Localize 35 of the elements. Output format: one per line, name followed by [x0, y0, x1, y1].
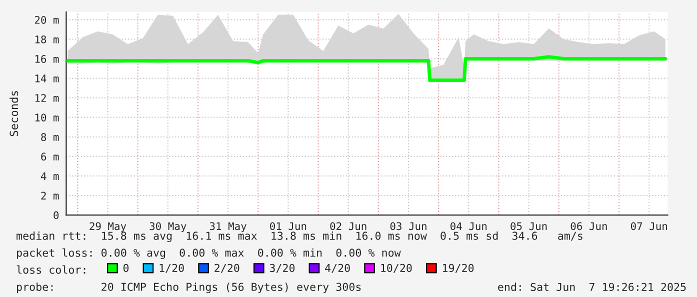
y-tick-label: 0 — [54, 211, 59, 220]
text: median rtt: 15.8 ms avg 16.1 ms max 13.8 ms min 16.0 ms now 0.5 ms sd 34.6 am/s — [16, 231, 582, 242]
legend-label: 1/20 — [160, 264, 184, 273]
line-series — [66, 55, 668, 82]
legend-label: 2/20 — [214, 264, 240, 273]
x-tick-label: 30 May — [150, 222, 186, 232]
y-tick-label: 10 m — [35, 114, 59, 122]
text: probe: 20 ICMP Echo Pings (56 Bytes) every 300s — [17, 282, 361, 294]
legend-label: 3/20 — [270, 264, 295, 273]
x-tick-label: 07 Jun — [630, 222, 667, 230]
y-axis-title: Seconds — [10, 91, 18, 136]
x-tick-label: 05 Jun — [510, 222, 547, 230]
x-tick-label: 01 Jun — [270, 222, 306, 230]
x-tick-label: 02 Jun — [330, 222, 366, 230]
x-tick-label: 04 Jun — [450, 222, 487, 230]
y-tick-label: 16 m — [35, 55, 59, 63]
y-tick-label: 12 m — [35, 94, 59, 102]
y-tick-label: 18 m — [35, 35, 59, 44]
legend-title: loss color: — [16, 265, 86, 274]
y-tick-label: 4 m — [40, 172, 59, 180]
x-tick-label: 29 May — [90, 222, 126, 232]
text: end: Sat Jun 7 19:26:21 2025 — [498, 282, 686, 292]
y-tick-label: 2 m — [41, 192, 59, 200]
y-tick-label: 20 m — [34, 16, 59, 24]
legend-label: 0 — [123, 264, 129, 272]
legend-label: 19/20 — [443, 264, 474, 273]
x-tick-label: 31 May — [210, 222, 246, 232]
legend-label: 10/20 — [381, 264, 412, 273]
text: packet loss: 0.00 % avg 0.00 % max 0.00 % min 0.00 % now — [17, 248, 401, 259]
y-tick-label: 8 m — [41, 133, 59, 142]
x-tick-label: 03 Jun — [390, 222, 426, 230]
legend-label: 4/20 — [325, 264, 350, 273]
y-tick-label: 14 m — [35, 74, 59, 82]
y-tick-label: 6 m — [41, 152, 59, 161]
x-tick-label: 06 Jun — [570, 222, 607, 230]
